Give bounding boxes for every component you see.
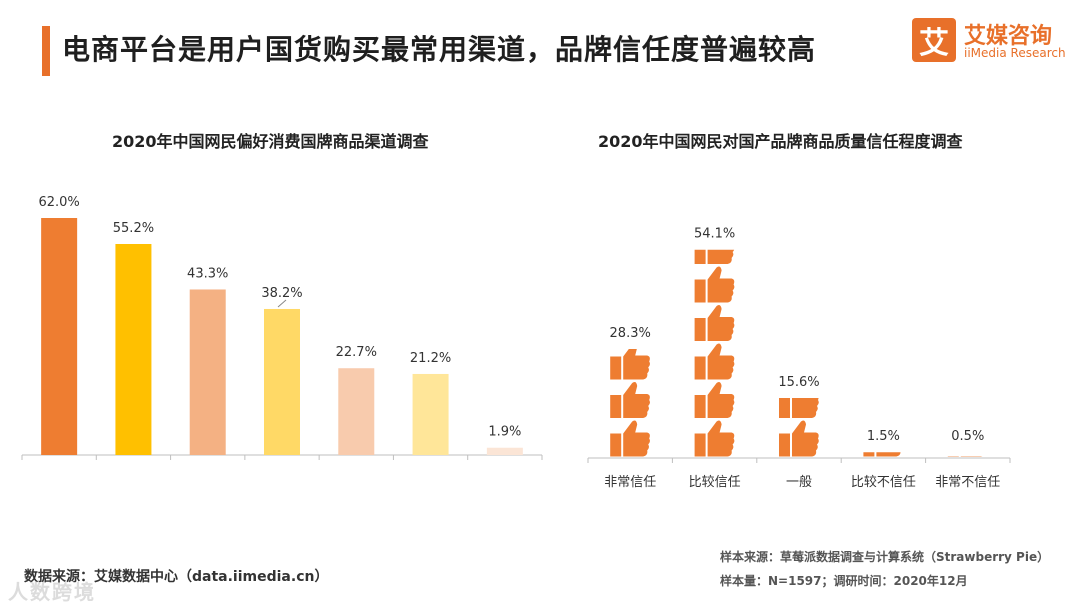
bar-label-1: 55.2% xyxy=(113,221,154,236)
thumbs-up-icon xyxy=(694,266,735,303)
thumbs-up-icon xyxy=(779,397,819,418)
title-accent-bar xyxy=(42,26,50,76)
pict-label-4: 0.5% xyxy=(951,429,984,444)
logo-mark: 艾 xyxy=(912,18,956,62)
pict-label-0: 28.3% xyxy=(610,326,651,341)
logo-name-en: iiMedia Research xyxy=(964,46,1066,60)
bar-1 xyxy=(115,243,152,455)
logo-name-cn: 艾媒咨询 xyxy=(964,24,1053,49)
pict-label-3: 1.5% xyxy=(867,429,900,444)
watermark: 人数跨境 xyxy=(8,580,96,604)
thumbs-up-icon xyxy=(694,420,735,457)
bar-leader-line xyxy=(277,299,287,308)
thumb-column-0 xyxy=(610,349,650,457)
bar-label-6: 1.9% xyxy=(488,425,521,440)
bar-label-5: 21.2% xyxy=(410,351,451,366)
thumbs-up-icon xyxy=(694,249,735,264)
brand-logo: 艾 艾媒咨询 iiMedia Research xyxy=(912,16,1066,64)
category-label-2: 一般 xyxy=(786,474,812,490)
pict-label-1: 54.1% xyxy=(694,227,735,242)
bar-label-0: 62.0% xyxy=(38,195,79,210)
bar-label-4: 22.7% xyxy=(336,345,377,360)
bar-2 xyxy=(189,289,226,455)
thumbs-up-icon xyxy=(694,343,735,380)
thumb-column-4 xyxy=(947,456,983,457)
bar-label-3: 38.2% xyxy=(261,286,302,301)
thumb-column-1 xyxy=(694,249,735,457)
sample-info: 样本量：N=1597；调研时间：2020年12月 xyxy=(720,574,968,588)
category-label-4: 非常不信任 xyxy=(935,475,1000,490)
category-label-1: 比较信任 xyxy=(689,475,741,490)
bar-6 xyxy=(486,447,523,455)
right-chart-title: 2020年中国网民对国产品牌商品质量信任程度调查 xyxy=(598,132,963,151)
thumb-column-2 xyxy=(779,397,819,457)
bar-0 xyxy=(41,218,78,455)
thumbs-up-icon xyxy=(610,349,650,380)
category-label-3: 比较不信任 xyxy=(851,475,916,490)
category-label-0: 非常信任 xyxy=(604,475,656,490)
page-title: 电商平台是用户国货购买最常用渠道，品牌信任度普遍较高 xyxy=(62,33,817,66)
pict-label-2: 15.6% xyxy=(778,375,819,390)
bar-4 xyxy=(338,368,375,455)
bar-5 xyxy=(412,373,449,455)
thumbs-up-icon xyxy=(610,420,650,457)
data-source: 数据来源：艾媒数据中心（data.iimedia.cn） xyxy=(24,569,329,585)
left-chart-title: 2020年中国网民偏好消费国牌商品渠道调查 xyxy=(112,132,429,151)
thumbs-up-icon xyxy=(610,382,650,418)
thumbs-up-icon xyxy=(694,305,735,341)
bar-label-2: 43.3% xyxy=(187,266,228,281)
sample-source: 样本来源：草莓派数据调查与计算系统（Strawberry Pie） xyxy=(720,550,1050,564)
bar-3 xyxy=(264,308,300,455)
thumbs-up-icon xyxy=(779,420,819,457)
thumbs-up-icon xyxy=(947,456,983,457)
thumb-column-3 xyxy=(863,452,901,457)
thumbs-up-icon xyxy=(694,382,735,418)
thumbs-up-icon xyxy=(863,452,901,457)
